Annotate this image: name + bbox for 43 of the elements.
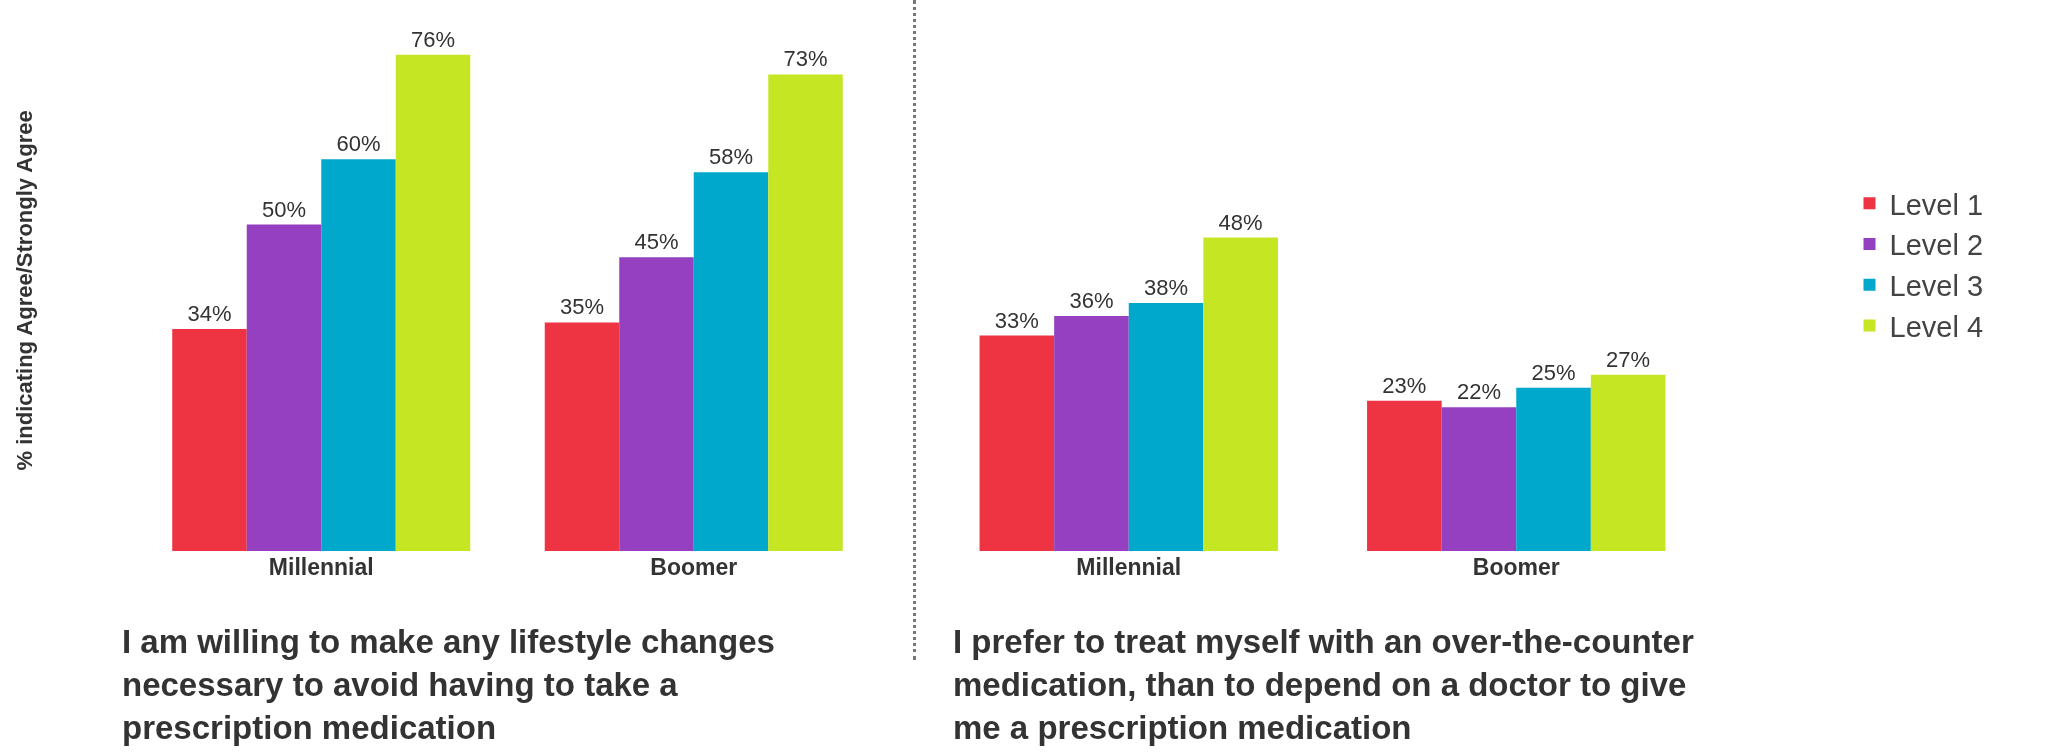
- data-label: 50%: [261, 196, 307, 222]
- data-label: 22%: [1456, 379, 1501, 405]
- data-label: 35%: [559, 294, 605, 320]
- text: I prefer to treat myself with an over-the-counter medication, than to depend on a doctor to give me a prescription medication: [953, 623, 1694, 746]
- bar: [768, 74, 843, 551]
- bar: [246, 224, 322, 551]
- x-tick-label: Boomer: [1472, 554, 1560, 580]
- legend-label: Level 3: [1889, 270, 1984, 303]
- data-label: 73%: [783, 46, 828, 72]
- legend-label: Level 4: [1889, 310, 1984, 343]
- bar: [619, 257, 694, 551]
- bar: [1441, 407, 1517, 551]
- bar: [544, 322, 620, 551]
- bar: [693, 172, 769, 551]
- legend-label: Level 2: [1889, 229, 1984, 262]
- bar: [1054, 315, 1129, 551]
- data-label: 76%: [410, 26, 456, 52]
- data-label: 23%: [1382, 372, 1427, 398]
- bar: [979, 335, 1055, 551]
- text: I am willing to make any lifestyle changes necessary to avoid having to take a prescription medication: [122, 623, 775, 746]
- bar: [1516, 387, 1591, 551]
- data-label: 27%: [1606, 346, 1651, 372]
- data-label: 60%: [336, 131, 381, 157]
- data-label: 33%: [994, 307, 1039, 333]
- bar: [1128, 302, 1204, 551]
- bar: [321, 159, 396, 551]
- x-tick-label: Boomer: [650, 554, 738, 580]
- bar: [1367, 400, 1442, 551]
- bar: [172, 329, 247, 551]
- data-label: 25%: [1531, 359, 1576, 385]
- data-label: 48%: [1218, 209, 1263, 235]
- x-tick-label: Millennial: [268, 554, 374, 580]
- y-axis-title: % indicating Agree/Strongly Agree: [11, 110, 37, 471]
- bar: [395, 54, 471, 551]
- bar: [1203, 237, 1278, 551]
- data-label: 45%: [634, 229, 679, 255]
- data-label: 36%: [1069, 287, 1114, 313]
- x-tick-label: Millennial: [1076, 554, 1182, 580]
- data-label: 38%: [1144, 274, 1189, 300]
- data-label: 58%: [708, 144, 754, 170]
- data-label: 34%: [187, 301, 232, 327]
- legend-label: Level 1: [1889, 188, 1984, 221]
- bar: [1590, 374, 1666, 551]
